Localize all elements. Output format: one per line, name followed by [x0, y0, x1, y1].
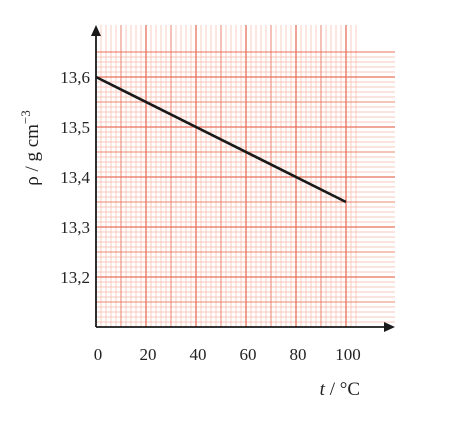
y-axis-arrow	[91, 25, 101, 36]
y-tick-labels: 13,2 13,3 13,4 13,5 13,6	[60, 68, 90, 287]
x-tick-label: 60	[240, 345, 257, 364]
grid-major-lines	[96, 25, 395, 327]
y-tick-label: 13,3	[60, 218, 90, 237]
series-group	[95, 75, 347, 204]
y-tick-label: 13,2	[60, 268, 90, 287]
y-tick-label: 13,6	[60, 68, 90, 87]
x-tick-label: 20	[140, 345, 157, 364]
series-line	[95, 75, 347, 204]
x-tick-labels: 0 20 40 60 80 100	[94, 345, 361, 364]
y-tick-label: 13,5	[60, 118, 90, 137]
y-axis-title: ρ / g cm−3	[18, 110, 43, 186]
x-tick-label: 80	[290, 345, 307, 364]
x-axis-unit: / °C	[325, 379, 360, 400]
x-tick-label: 100	[335, 345, 361, 364]
y-axis-unit: / g cm	[22, 124, 43, 176]
axes-group	[91, 25, 395, 332]
x-tick-label: 0	[94, 345, 103, 364]
x-axis-var: t	[320, 379, 326, 400]
y-axis-var: ρ	[22, 176, 43, 185]
y-tick-label: 13,4	[60, 168, 90, 187]
x-axis-arrow	[384, 322, 395, 332]
x-tick-label: 40	[190, 345, 207, 364]
x-axis-title: t / °C	[320, 379, 360, 400]
y-axis-unit-exponent: −3	[18, 110, 33, 124]
